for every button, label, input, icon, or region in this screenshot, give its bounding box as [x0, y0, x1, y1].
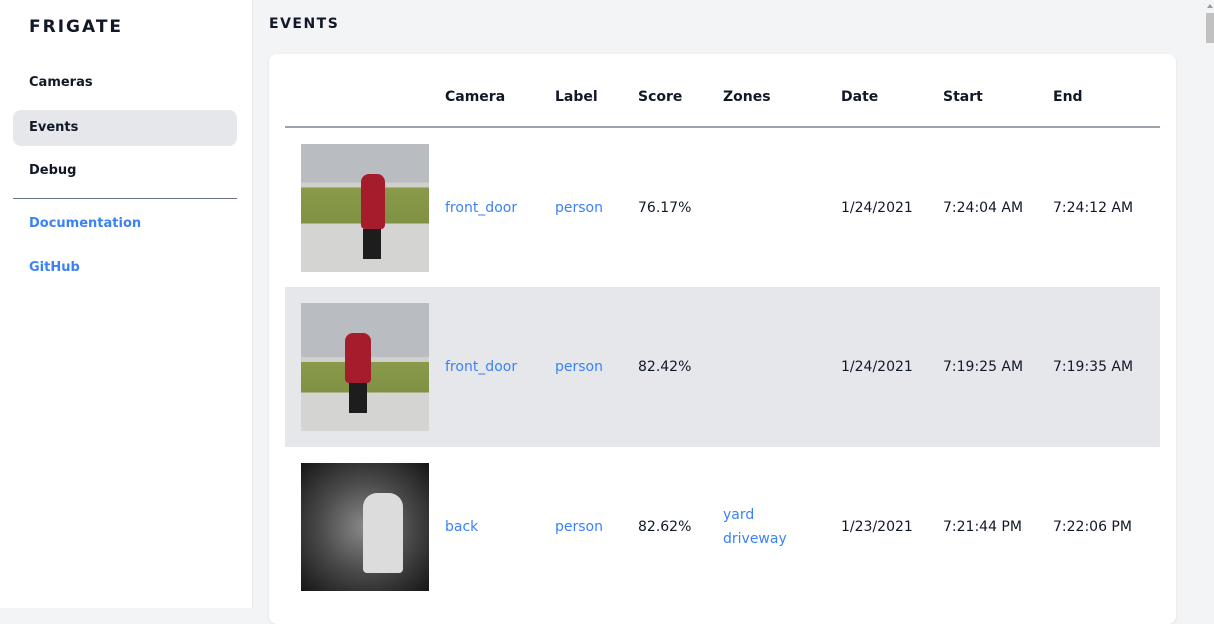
zone-link[interactable]: driveway: [723, 531, 787, 547]
event-thumbnail[interactable]: [301, 143, 429, 272]
date: 1/24/2021: [841, 199, 913, 216]
table-row[interactable]: back person 82.62% yard driveway 1/23/202…: [285, 447, 1160, 607]
col-camera: Camera: [445, 54, 555, 128]
col-label: Label: [555, 54, 638, 128]
score: 82.62%: [638, 519, 692, 535]
camera-link[interactable]: back: [445, 519, 479, 535]
col-date: Date: [841, 54, 943, 128]
zones: [723, 287, 841, 447]
sidebar-divider: [13, 198, 237, 199]
col-start: Start: [943, 54, 1053, 128]
events-table: Camera Label Score Zones Date Start End …: [285, 54, 1160, 607]
event-thumbnail[interactable]: [301, 303, 429, 431]
table-row[interactable]: front_door person 82.42% 1/24/2021 7:19:…: [285, 287, 1160, 447]
event-thumbnail[interactable]: [301, 463, 429, 591]
col-thumbnail: [285, 54, 445, 128]
brand-logo: FRIGATE: [29, 17, 124, 37]
sidebar-item-debug[interactable]: Debug: [29, 163, 77, 178]
zones: yard driveway: [723, 447, 841, 607]
scroll-up-arrow-icon[interactable]: [1207, 4, 1213, 8]
table-header: Camera Label Score Zones Date Start End: [285, 54, 1160, 128]
label-link[interactable]: person: [555, 199, 603, 216]
score: 82.42%: [638, 287, 723, 447]
end-time: 7:19:35 AM: [1053, 287, 1160, 447]
label-link[interactable]: person: [555, 359, 603, 375]
scrollbar-thumb[interactable]: [1206, 13, 1214, 43]
label-link[interactable]: person: [555, 519, 603, 535]
sidebar-item-cameras[interactable]: Cameras: [29, 75, 93, 90]
start-time: 7:19:25 AM: [943, 287, 1053, 447]
page-title: EVENTS: [269, 16, 340, 32]
date: 1/23/2021: [841, 519, 913, 535]
events-card: Camera Label Score Zones Date Start End …: [269, 54, 1176, 624]
col-score: Score: [638, 54, 723, 128]
col-zones: Zones: [723, 54, 841, 128]
date: 1/24/2021: [841, 287, 943, 447]
sidebar-item-events[interactable]: Events: [13, 110, 237, 146]
end-time: 7:22:06 PM: [1053, 519, 1132, 535]
scrollbar[interactable]: [1201, 0, 1214, 608]
start-time: 7:24:04 AM: [943, 199, 1024, 216]
start-time: 7:21:44 PM: [943, 519, 1022, 535]
sidebar: FRIGATE Cameras Events Debug Documentati…: [0, 0, 253, 608]
col-end: End: [1053, 54, 1160, 128]
table-row[interactable]: front_door person 76.17% 1/24/2021 7:24:…: [285, 127, 1160, 287]
score: 76.17%: [638, 199, 692, 216]
camera-link[interactable]: front_door: [445, 199, 518, 216]
zone-link[interactable]: yard: [723, 507, 755, 523]
camera-link[interactable]: front_door: [445, 359, 518, 375]
sidebar-link-github[interactable]: GitHub: [29, 260, 80, 275]
end-time: 7:24:12 AM: [1053, 199, 1134, 216]
zones: [723, 127, 841, 287]
sidebar-link-documentation[interactable]: Documentation: [29, 216, 142, 231]
